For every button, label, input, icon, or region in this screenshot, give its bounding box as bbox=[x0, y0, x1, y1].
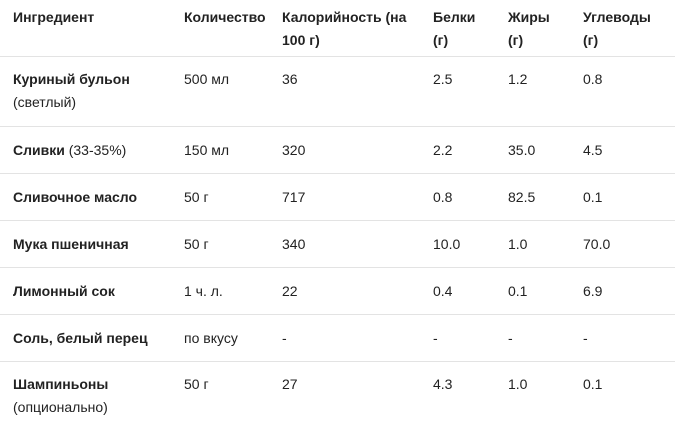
calories-cell: 320 bbox=[282, 142, 306, 158]
protein-cell: 2.5 bbox=[433, 71, 453, 87]
ingredient-name: Шампиньоны bbox=[13, 376, 109, 392]
carbs-cell: 0.1 bbox=[583, 189, 603, 205]
quantity-cell: 1 ч. л. bbox=[184, 283, 223, 299]
carbs-cell: 4.5 bbox=[583, 142, 603, 158]
header-calories: Калорийность (на 100 г) bbox=[282, 6, 422, 52]
fat-cell: 82.5 bbox=[508, 189, 536, 205]
table-row: Шампиньоны (опционально) 50 г 27 4.3 1.0… bbox=[0, 362, 675, 426]
protein-cell: 10.0 bbox=[433, 236, 461, 252]
ingredient-note: (светлый) bbox=[13, 94, 77, 110]
calories-cell: - bbox=[282, 330, 287, 346]
header-fat-line1: Жиры bbox=[508, 9, 550, 25]
header-quantity: Количество bbox=[184, 9, 266, 25]
quantity-cell: по вкусу bbox=[184, 330, 238, 346]
carbs-cell: - bbox=[583, 330, 588, 346]
calories-cell: 36 bbox=[282, 71, 298, 87]
ingredient-cell: Куриный бульон (светлый) bbox=[13, 68, 178, 114]
calories-cell: 340 bbox=[282, 236, 306, 252]
table-row: Соль, белый перец по вкусу - - - - bbox=[0, 315, 675, 362]
fat-cell: 35.0 bbox=[508, 142, 536, 158]
header-fat-line2: (г) bbox=[508, 32, 524, 48]
header-calories-line2: 100 г) bbox=[282, 32, 320, 48]
quantity-cell: 150 мл bbox=[184, 142, 230, 158]
calories-cell: 717 bbox=[282, 189, 306, 205]
ingredient-name: Сливочное масло bbox=[13, 189, 138, 205]
fat-cell: 1.0 bbox=[508, 236, 528, 252]
calories-cell: 22 bbox=[282, 283, 298, 299]
header-carbs-line1: Углеводы bbox=[583, 9, 651, 25]
table-header-row: Ингредиент Количество Калорийность (на 1… bbox=[0, 0, 675, 57]
table-row: Куриный бульон (светлый) 500 мл 36 2.5 1… bbox=[0, 57, 675, 127]
carbs-cell: 6.9 bbox=[583, 283, 603, 299]
carbs-cell: 0.1 bbox=[583, 376, 603, 392]
protein-cell: 0.8 bbox=[433, 189, 453, 205]
ingredient-name: Лимонный сок bbox=[13, 283, 115, 299]
ingredient-name: Сливки bbox=[13, 142, 65, 158]
table-row: Мука пшеничная 50 г 340 10.0 1.0 70.0 bbox=[0, 221, 675, 268]
table-row: Сливочное масло 50 г 717 0.8 82.5 0.1 bbox=[0, 174, 675, 221]
protein-cell: 0.4 bbox=[433, 283, 453, 299]
protein-cell: 4.3 bbox=[433, 376, 453, 392]
protein-cell: 2.2 bbox=[433, 142, 453, 158]
ingredient-note: (33-35%) bbox=[68, 142, 127, 158]
ingredient-cell: Соль, белый перец bbox=[13, 327, 178, 350]
header-carbs-line2: (г) bbox=[583, 32, 599, 48]
table-row: Лимонный сок 1 ч. л. 22 0.4 0.1 6.9 bbox=[0, 268, 675, 315]
calories-cell: 27 bbox=[282, 376, 298, 392]
ingredient-cell: Сливочное масло bbox=[13, 186, 178, 209]
header-ingredient: Ингредиент bbox=[13, 9, 95, 25]
quantity-cell: 50 г bbox=[184, 376, 209, 392]
fat-cell: 1.0 bbox=[508, 376, 528, 392]
quantity-cell: 50 г bbox=[184, 189, 209, 205]
carbs-cell: 0.8 bbox=[583, 71, 603, 87]
ingredient-cell: Лимонный сок bbox=[13, 280, 178, 303]
ingredient-note: (опционально) bbox=[13, 399, 108, 415]
ingredient-cell: Сливки (33-35%) bbox=[13, 139, 178, 162]
header-carbs: Углеводы (г) bbox=[583, 6, 673, 52]
table-row: Сливки (33-35%) 150 мл 320 2.2 35.0 4.5 bbox=[0, 127, 675, 174]
header-protein-line1: Белки bbox=[433, 9, 476, 25]
carbs-cell: 70.0 bbox=[583, 236, 611, 252]
header-protein: Белки (г) bbox=[433, 6, 498, 52]
ingredient-cell: Шампиньоны (опционально) bbox=[13, 373, 178, 419]
fat-cell: 1.2 bbox=[508, 71, 528, 87]
ingredient-name: Мука пшеничная bbox=[13, 236, 129, 252]
ingredient-name: Куриный бульон bbox=[13, 71, 130, 87]
quantity-cell: 50 г bbox=[184, 236, 209, 252]
header-fat: Жиры (г) bbox=[508, 6, 573, 52]
ingredient-cell: Мука пшеничная bbox=[13, 233, 178, 256]
quantity-cell: 500 мл bbox=[184, 71, 230, 87]
fat-cell: 0.1 bbox=[508, 283, 528, 299]
header-protein-line2: (г) bbox=[433, 32, 449, 48]
fat-cell: - bbox=[508, 330, 513, 346]
ingredient-name: Соль, белый перец bbox=[13, 330, 148, 346]
header-calories-line1: Калорийность (на bbox=[282, 9, 407, 25]
protein-cell: - bbox=[433, 330, 438, 346]
